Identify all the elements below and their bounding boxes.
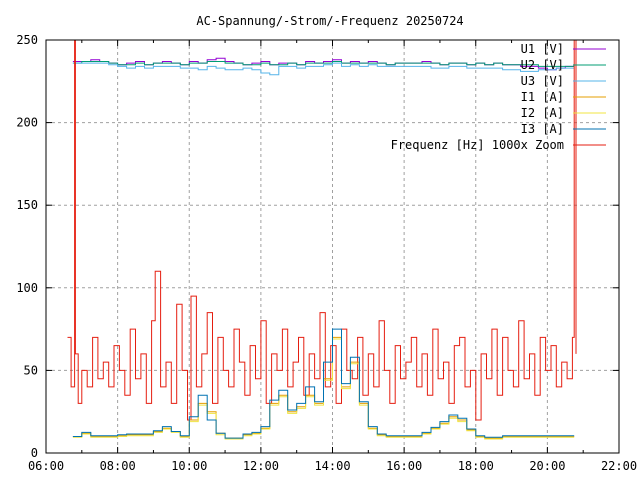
grid: [46, 40, 619, 453]
legend-label: I3 [A]: [521, 122, 564, 136]
y-tick-label: 200: [16, 116, 38, 130]
x-tick-label: 20:00: [529, 459, 565, 473]
y-tick-label: 250: [16, 33, 38, 47]
axis-ticks: 06:00 08:00 10:00 12:00 14:00 16:00 18:00 20:00…: [16, 33, 637, 473]
x-tick-label: 22:00: [601, 459, 637, 473]
y-tick-label: 150: [16, 198, 38, 212]
x-tick-label: 06:00: [28, 459, 64, 473]
x-tick-label: 16:00: [386, 459, 422, 473]
x-tick-label: 08:00: [100, 459, 136, 473]
chart-title: AC-Spannung/-Strom/-Frequenz 20250724: [196, 14, 463, 28]
legend-label: Frequenz [Hz] 1000x Zoom: [391, 138, 564, 152]
legend: U1 [V] U2 [V] U3 [V] I1 [A] I2 [A] I3 [A] Freq…: [391, 42, 606, 152]
legend-label: I2 [A]: [521, 106, 564, 120]
y-tick-label: 0: [31, 446, 38, 460]
x-tick-label: 18:00: [458, 459, 494, 473]
series-line-frequenz: [67, 39, 577, 421]
x-tick-label: 10:00: [171, 459, 207, 473]
y-tick-label: 100: [16, 281, 38, 295]
series-line-i3: [72, 328, 575, 439]
legend-label: U3 [V]: [521, 74, 564, 88]
series-line-u2: [72, 61, 575, 67]
series-line-u3: [72, 62, 575, 76]
x-tick-label: 12:00: [243, 459, 279, 473]
series-lines: [67, 39, 577, 440]
x-tick-label: 14:00: [314, 459, 350, 473]
legend-label: U2 [V]: [521, 58, 564, 72]
legend-label: U1 [V]: [521, 42, 564, 56]
legend-label: I1 [A]: [521, 90, 564, 104]
y-tick-label: 50: [24, 363, 38, 377]
